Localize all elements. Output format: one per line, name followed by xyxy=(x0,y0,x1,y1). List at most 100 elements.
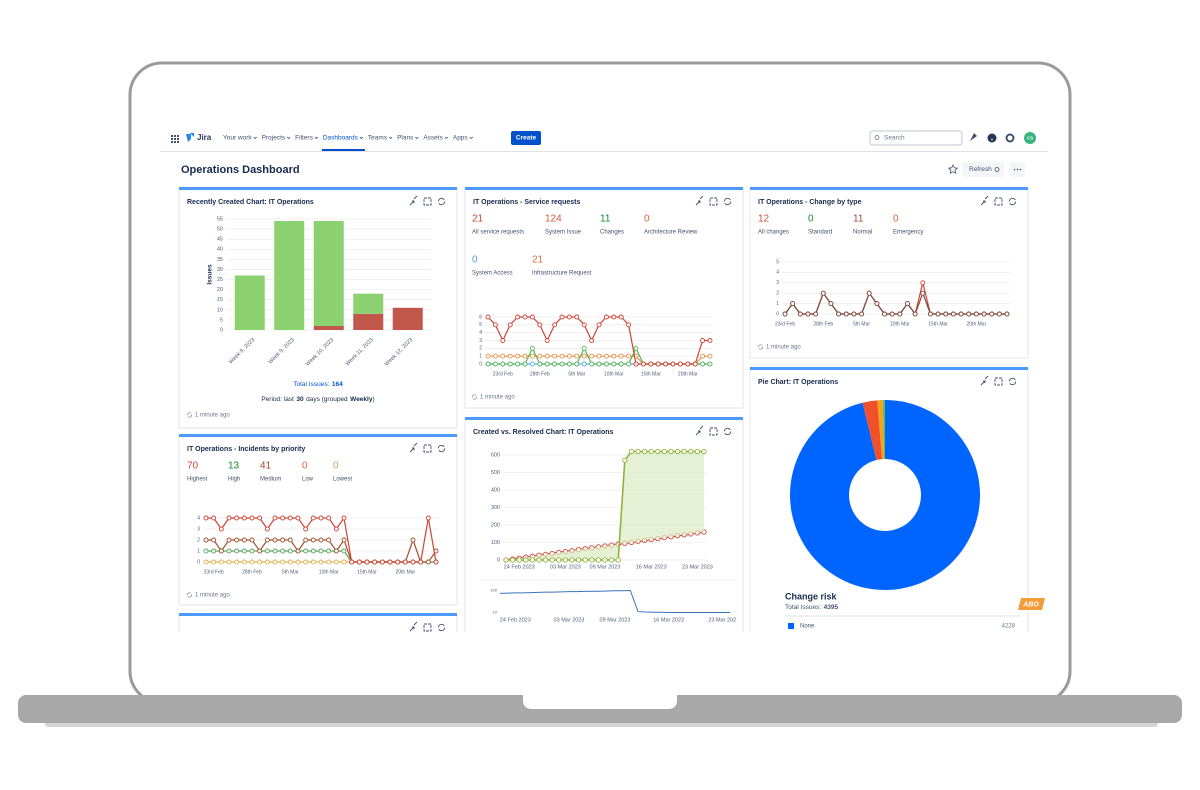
y-tick-label: 5 xyxy=(479,322,482,328)
gadget-top-border xyxy=(750,367,1028,370)
refresh-icon[interactable] xyxy=(723,427,732,436)
avatar-initials[interactable]: CS xyxy=(1027,136,1033,141)
series-marker xyxy=(836,311,842,317)
nav-item[interactable]: Plans xyxy=(397,135,414,142)
app-switcher-dot[interactable] xyxy=(171,138,173,140)
series-marker xyxy=(552,353,558,359)
y-tick-label: 5 xyxy=(776,259,779,265)
app-switcher-dot[interactable] xyxy=(177,141,179,143)
series-marker xyxy=(203,537,209,543)
series-marker xyxy=(943,311,949,317)
maximize-icon[interactable] xyxy=(423,197,432,206)
x-tick-label: 09 Mar 2023 xyxy=(590,564,621,570)
series-marker xyxy=(341,537,347,543)
help-icon[interactable] xyxy=(987,133,997,143)
stat-value: 0 xyxy=(472,255,478,266)
refresh-icon[interactable] xyxy=(1008,197,1017,206)
series-marker xyxy=(503,557,509,563)
app-switcher-dot[interactable] xyxy=(174,141,176,143)
product-name[interactable]: Jira xyxy=(197,133,212,142)
minimize-icon[interactable] xyxy=(695,425,704,436)
stat-label: High xyxy=(228,477,240,483)
series-marker xyxy=(226,515,232,521)
avatar[interactable] xyxy=(1024,132,1036,144)
y-tick-label: 25 xyxy=(217,277,223,283)
series-marker xyxy=(507,322,513,328)
app-switcher-dot[interactable] xyxy=(174,138,176,140)
refresh-button[interactable] xyxy=(962,162,1004,177)
app-switcher-dot[interactable] xyxy=(171,135,173,137)
app-switcher-dot[interactable] xyxy=(177,135,179,137)
series-marker xyxy=(318,548,324,554)
stat-value: 0 xyxy=(893,214,899,225)
series-marker xyxy=(529,557,536,563)
maximize-icon[interactable] xyxy=(709,197,718,206)
series-marker xyxy=(249,515,255,521)
period-suffix: ) xyxy=(372,396,374,403)
series-marker xyxy=(272,559,278,565)
maximize-icon[interactable] xyxy=(423,444,432,453)
series-marker xyxy=(241,559,247,565)
series-marker xyxy=(515,361,521,367)
page-title: Operations Dashboard xyxy=(181,164,300,176)
y-tick-label: 500 xyxy=(491,470,500,476)
series-marker xyxy=(582,557,588,563)
series-marker xyxy=(859,311,865,317)
nav-item[interactable]: Assets xyxy=(423,135,443,142)
create-button-label[interactable]: Create xyxy=(516,135,537,142)
app-switcher-dot[interactable] xyxy=(177,138,179,140)
app-switcher-dot[interactable] xyxy=(171,141,173,143)
minimize-icon[interactable] xyxy=(980,375,989,386)
period-grouping: Weekly xyxy=(350,396,373,403)
notifications-icon[interactable] xyxy=(970,133,977,141)
pie-subtitle: Change risk xyxy=(785,591,838,601)
search-box[interactable] xyxy=(869,130,963,146)
series-marker xyxy=(602,557,608,563)
last-updated: 1 minute ago xyxy=(766,345,801,351)
star-button[interactable] xyxy=(947,164,959,174)
minimize-icon[interactable] xyxy=(695,195,704,206)
refresh-icon[interactable] xyxy=(723,197,732,206)
nav-item[interactable]: Your work xyxy=(223,135,252,142)
series-marker xyxy=(611,361,617,367)
total-issues-value[interactable]: 164 xyxy=(332,381,343,388)
nav-item[interactable]: Apps xyxy=(453,135,469,142)
minimize-icon[interactable] xyxy=(409,442,418,453)
series-marker xyxy=(626,353,632,359)
nav-item[interactable]: Projects xyxy=(262,135,286,142)
series-marker xyxy=(603,361,609,367)
minimize-icon[interactable] xyxy=(409,195,418,206)
stat-label: Normal xyxy=(853,230,872,236)
gadget-top-border xyxy=(750,187,1028,190)
y-tick-label: 45 xyxy=(217,237,223,243)
minimize-icon[interactable] xyxy=(409,621,418,632)
series-marker xyxy=(574,361,580,367)
app-switcher-dot[interactable] xyxy=(174,135,176,137)
series-marker xyxy=(569,557,575,563)
nav-item[interactable]: Dashboards xyxy=(323,135,359,142)
refresh-icon[interactable] xyxy=(437,197,446,206)
maximize-icon[interactable] xyxy=(994,197,1003,206)
series-marker xyxy=(574,353,580,359)
gadget: IT Operations - Service requests 21 All se… xyxy=(464,187,744,409)
maximize-icon[interactable] xyxy=(994,377,1003,386)
minimize-icon[interactable] xyxy=(980,195,989,206)
stat-value: 124 xyxy=(545,214,562,225)
settings-icon[interactable] xyxy=(1005,133,1015,143)
search-placeholder[interactable]: Search xyxy=(884,135,905,142)
create-button[interactable] xyxy=(511,131,541,145)
refresh-button-label[interactable]: Refresh xyxy=(969,166,992,173)
refresh-icon[interactable] xyxy=(437,444,446,453)
series-marker xyxy=(287,537,293,543)
jira-logo[interactable] xyxy=(186,133,194,142)
series-marker xyxy=(581,361,587,367)
series-marker xyxy=(280,515,286,521)
refresh-icon[interactable] xyxy=(1008,377,1017,386)
nav-item[interactable]: Filters xyxy=(295,135,313,142)
nav-item[interactable]: Teams xyxy=(368,135,388,142)
refresh-icon[interactable] xyxy=(437,623,446,632)
help-icon-mark xyxy=(991,138,993,141)
maximize-icon[interactable] xyxy=(423,623,432,632)
maximize-icon[interactable] xyxy=(709,427,718,436)
more-dot xyxy=(1016,168,1019,171)
